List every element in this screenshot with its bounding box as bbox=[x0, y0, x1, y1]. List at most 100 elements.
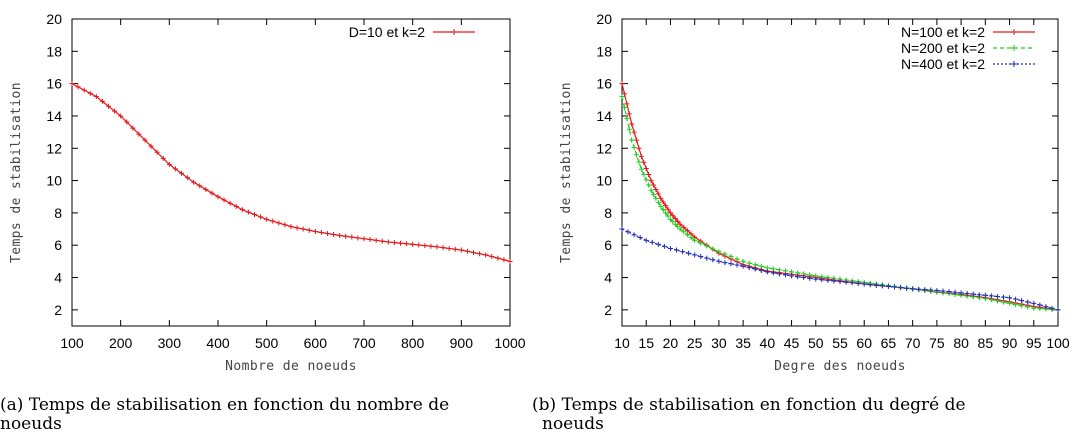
data-point bbox=[221, 197, 227, 203]
caption-b-text: Temps de stabilisation en fonction du de… bbox=[561, 395, 966, 415]
y-tick-label: 6 bbox=[54, 237, 62, 253]
data-point bbox=[385, 239, 391, 245]
data-point bbox=[1031, 300, 1037, 306]
y-axis-title: Temps de stabilisation bbox=[9, 82, 24, 263]
data-point bbox=[740, 263, 746, 269]
data-point bbox=[910, 286, 916, 292]
data-point bbox=[873, 282, 879, 288]
data-point bbox=[624, 115, 630, 121]
x-tick-label: 300 bbox=[158, 335, 182, 351]
data-point bbox=[318, 229, 324, 235]
data-point bbox=[264, 216, 270, 222]
data-point bbox=[1043, 304, 1049, 310]
data-point bbox=[172, 166, 178, 172]
data-point bbox=[619, 81, 625, 87]
data-point bbox=[758, 263, 764, 269]
data-point bbox=[698, 240, 704, 246]
x-tick-label: 50 bbox=[808, 335, 824, 351]
data-point bbox=[483, 252, 489, 258]
data-point bbox=[252, 212, 257, 218]
data-point bbox=[681, 229, 687, 235]
data-point bbox=[619, 94, 625, 100]
data-point bbox=[879, 283, 885, 289]
data-point bbox=[837, 279, 843, 285]
data-point bbox=[667, 216, 673, 222]
data-point bbox=[849, 280, 855, 286]
data-point bbox=[416, 242, 422, 248]
data-point bbox=[106, 103, 111, 109]
data-point bbox=[270, 218, 276, 224]
x-tick-label: 15 bbox=[638, 335, 654, 351]
data-point bbox=[641, 159, 647, 165]
data-point bbox=[934, 287, 940, 293]
data-point bbox=[692, 252, 698, 258]
data-point bbox=[638, 153, 644, 159]
data-point bbox=[667, 210, 673, 216]
x-tick-label: 60 bbox=[856, 335, 872, 351]
x-tick-label: 700 bbox=[352, 335, 376, 351]
x-tick-label: 70 bbox=[905, 335, 921, 351]
x-axis-title: Degre des noeuds bbox=[774, 359, 906, 374]
data-point bbox=[885, 283, 891, 289]
data-point bbox=[677, 226, 683, 232]
data-point bbox=[282, 222, 288, 228]
data-point bbox=[625, 229, 631, 235]
data-point bbox=[855, 280, 861, 286]
x-axis-title: Nombre de noeuds bbox=[225, 359, 357, 374]
data-point bbox=[643, 177, 649, 183]
data-point bbox=[650, 182, 656, 188]
data-point bbox=[667, 245, 673, 251]
data-point bbox=[637, 235, 643, 241]
data-point bbox=[892, 284, 897, 290]
data-point bbox=[672, 221, 678, 227]
data-point bbox=[653, 195, 659, 201]
x-tick-label: 25 bbox=[687, 335, 703, 351]
data-point bbox=[160, 155, 166, 161]
x-tick-label: 500 bbox=[255, 335, 279, 351]
plot-frame bbox=[71, 18, 511, 327]
x-tick-label: 10 bbox=[614, 335, 630, 351]
data-point bbox=[680, 249, 686, 255]
data-point bbox=[722, 251, 728, 257]
data-point bbox=[716, 249, 722, 255]
data-point bbox=[710, 246, 716, 252]
data-point bbox=[958, 290, 964, 296]
legend-label: N=200 et k=2 bbox=[901, 40, 985, 56]
data-point bbox=[831, 278, 837, 284]
data-point bbox=[631, 129, 637, 135]
data-point bbox=[684, 232, 690, 238]
data-point bbox=[245, 209, 251, 215]
data-point bbox=[728, 254, 734, 260]
data-point bbox=[312, 228, 318, 234]
data-point bbox=[621, 91, 627, 97]
data-point bbox=[1013, 296, 1019, 302]
y-tick-label: 2 bbox=[54, 302, 62, 318]
data-point bbox=[807, 275, 813, 281]
data-point bbox=[93, 94, 99, 100]
data-point bbox=[1031, 305, 1037, 311]
data-point bbox=[477, 251, 483, 257]
data-point bbox=[952, 289, 958, 295]
data-point bbox=[648, 187, 654, 193]
data-point bbox=[658, 195, 664, 201]
data-point bbox=[674, 247, 679, 253]
data-point bbox=[410, 241, 416, 247]
x-tick-label: 80 bbox=[953, 335, 969, 351]
data-point bbox=[130, 125, 136, 131]
data-point bbox=[670, 219, 676, 225]
data-point bbox=[233, 203, 239, 209]
x-tick-label: 55 bbox=[832, 335, 848, 351]
data-point bbox=[288, 224, 294, 230]
data-point bbox=[501, 257, 507, 263]
data-point bbox=[191, 179, 197, 185]
data-point bbox=[355, 235, 361, 241]
x-tick-label: 20 bbox=[663, 335, 679, 351]
data-point bbox=[813, 276, 819, 282]
data-point bbox=[99, 98, 105, 104]
data-point bbox=[367, 237, 373, 243]
panel-a-nodes-count-chart: 100 200 300 400 500 600 700 800 900 1000 2 4 6 8 10 12 1… bbox=[9, 11, 526, 374]
series-line bbox=[621, 83, 1059, 311]
x-tick-label: 100 bbox=[60, 335, 84, 351]
data-point bbox=[621, 104, 627, 110]
data-point bbox=[1025, 304, 1031, 310]
